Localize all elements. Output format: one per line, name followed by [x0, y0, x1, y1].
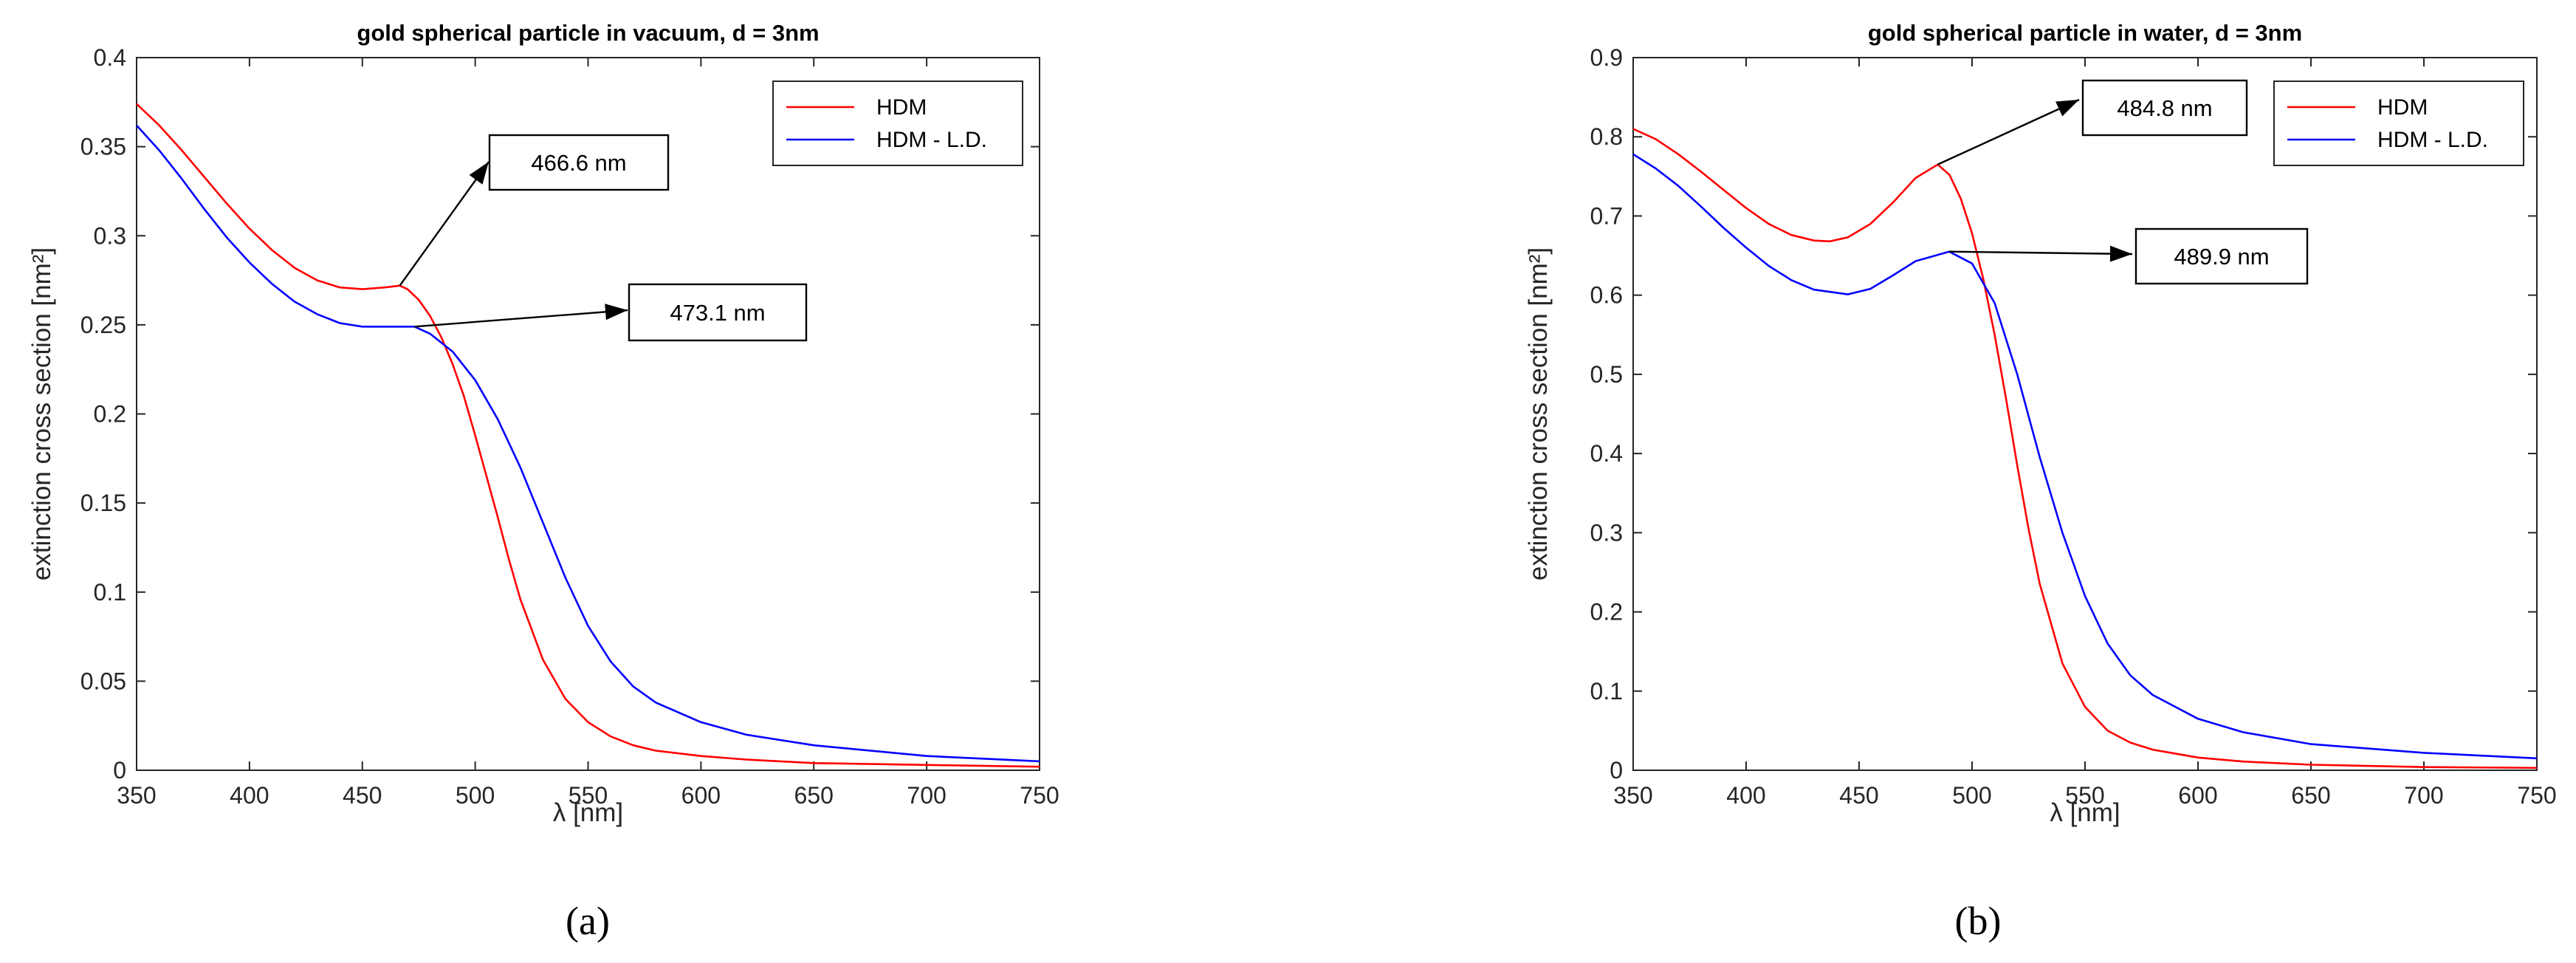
annotation-label: 489.9 nm [2174, 244, 2269, 270]
annotation-box [2134, 227, 2309, 285]
annotation-label: 473.1 nm [670, 300, 765, 326]
x-tick-label: 600 [681, 782, 721, 809]
x-tick-label: 700 [907, 782, 946, 809]
x-tick-label: 650 [2291, 782, 2330, 809]
x-tick-label: 500 [456, 782, 495, 809]
y-axis-label: extinction cross section [nm²] [27, 247, 56, 580]
arrowhead [469, 162, 489, 185]
annotation-arrow [1949, 250, 2133, 256]
series-line-hdm-ld [136, 124, 1040, 763]
y-tick-label: 0.1 [94, 579, 126, 606]
x-tick-label: 550 [569, 782, 608, 809]
annotation-box [628, 283, 808, 342]
series-line-hdm [1632, 128, 2538, 770]
y-tick-label: 0.4 [1590, 440, 1623, 467]
annotation-label: 484.8 nm [2117, 95, 2212, 121]
y-tick-label: 0.15 [80, 490, 126, 516]
arrowhead [2109, 245, 2132, 262]
panel-label: (a) [566, 899, 610, 943]
series-line-hdm [136, 103, 1040, 768]
chart-panel-a: gold spherical particle in vacuum, d = 3… [27, 20, 1059, 943]
x-tick-label: 350 [1613, 782, 1652, 809]
arrowhead [605, 304, 628, 321]
y-tick-label: 0.2 [1590, 599, 1623, 626]
y-tick-label: 0.8 [1590, 123, 1623, 150]
legend-entry: HDM - L.D. [2377, 128, 2488, 152]
panel-label: (b) [1955, 899, 2002, 943]
legend [772, 80, 1023, 166]
y-tick-label: 0.3 [94, 222, 126, 249]
chart-panel-b: gold spherical particle in water, d = 3n… [1524, 20, 2557, 943]
x-tick-label: 350 [117, 782, 156, 809]
y-tick-label: 0.3 [1590, 519, 1623, 546]
x-tick-label: 550 [2065, 782, 2104, 809]
y-tick-label: 0 [113, 757, 126, 784]
annotation-box [488, 134, 670, 191]
chart-title: gold spherical particle in vacuum, d = 3… [357, 20, 819, 46]
y-tick-label: 0.25 [80, 312, 126, 338]
annotation-label: 466.6 nm [531, 150, 626, 176]
x-axis-label: λ [nm] [553, 798, 623, 827]
y-tick-label: 0.35 [80, 134, 126, 160]
y-tick-label: 0.7 [1590, 202, 1623, 229]
legend-entry: HDM [876, 95, 927, 120]
x-tick-label: 750 [1020, 782, 1059, 809]
plot-area [1632, 57, 2538, 771]
y-tick-label: 0 [1610, 757, 1623, 784]
annotation-arrow [414, 309, 628, 328]
y-tick-label: 0.5 [1590, 361, 1623, 388]
annotation-arrow [399, 161, 490, 287]
arrowhead [2055, 100, 2079, 117]
y-tick-label: 0.2 [94, 401, 126, 428]
annotation-arrow [1937, 98, 2080, 165]
annotation-box [2081, 79, 2248, 137]
y-axis-label: extinction cross section [nm²] [1524, 247, 1553, 580]
x-tick-label: 500 [1952, 782, 1991, 809]
series-line-hdm-ld [1632, 153, 2538, 760]
legend-entry: HDM [2377, 95, 2428, 120]
legend [2273, 80, 2524, 166]
x-tick-label: 450 [1839, 782, 1878, 809]
y-tick-label: 0.6 [1590, 282, 1623, 309]
x-tick-label: 450 [343, 782, 382, 809]
y-tick-label: 0.1 [1590, 678, 1623, 705]
y-tick-label: 0.4 [94, 44, 126, 71]
legend-entry: HDM - L.D. [876, 128, 987, 152]
x-tick-label: 400 [1726, 782, 1765, 809]
x-tick-label: 750 [2517, 782, 2556, 809]
x-tick-label: 400 [230, 782, 269, 809]
y-tick-label: 0.05 [80, 668, 126, 694]
x-tick-label: 650 [794, 782, 834, 809]
x-tick-label: 600 [2178, 782, 2217, 809]
x-tick-label: 700 [2404, 782, 2443, 809]
x-axis-label: λ [nm] [2050, 798, 2120, 827]
chart-title: gold spherical particle in water, d = 3n… [1868, 20, 2302, 46]
y-tick-label: 0.9 [1590, 44, 1623, 71]
